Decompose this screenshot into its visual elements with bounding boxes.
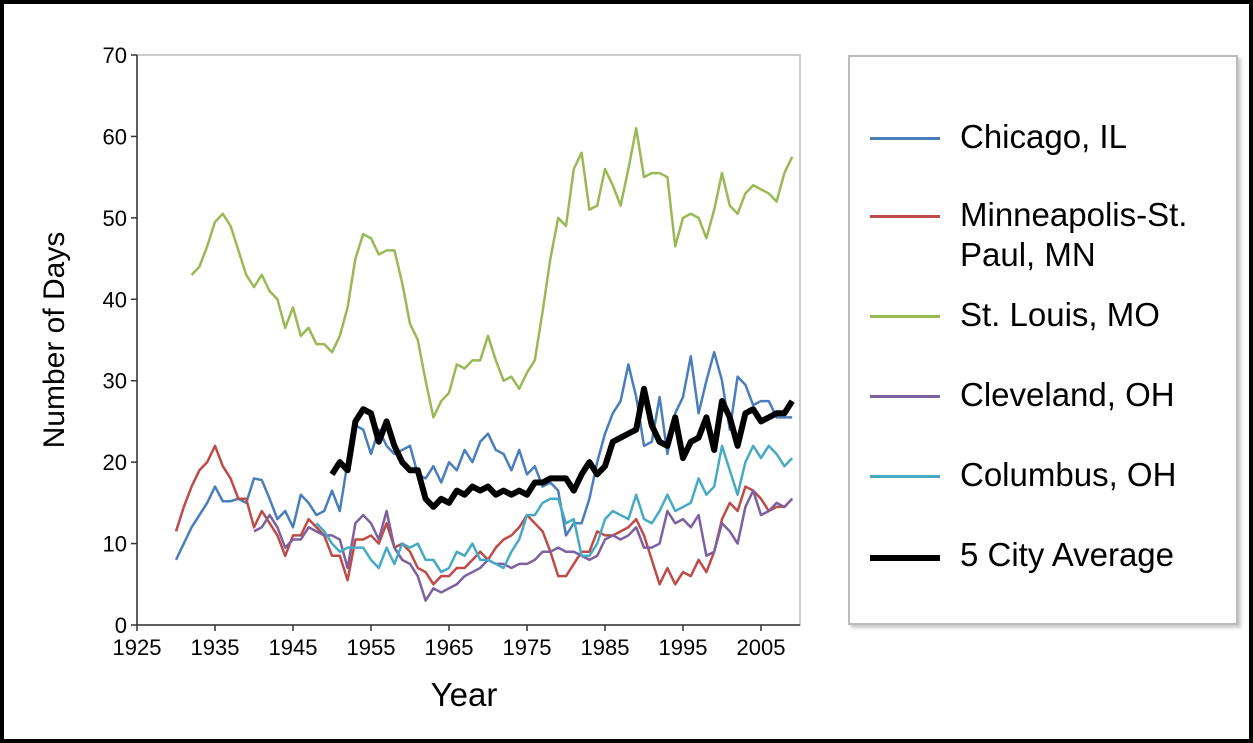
series-line	[174, 350, 793, 561]
legend-swatch	[870, 137, 940, 140]
y-tick-label: 20	[103, 450, 127, 475]
chart: Year Number of Days 0 10 20 30 40 50 60 70 1925 1…	[38, 43, 801, 713]
plot-area	[136, 54, 801, 626]
x-tick-label: 2005	[737, 635, 786, 660]
legend-label: Columbus, OH	[960, 456, 1177, 493]
series-line	[315, 444, 794, 574]
series-line	[174, 444, 794, 586]
legend-swatch	[870, 215, 940, 218]
series-line	[190, 127, 794, 419]
y-tick-label: 10	[103, 532, 127, 557]
y-axis-label: Number of Days	[38, 232, 71, 449]
legend-entry: Minneapolis-St. Paul, MN	[870, 195, 1230, 275]
y-tick-label: 30	[103, 369, 127, 394]
legend-label: Minneapolis-St. Paul, MN	[960, 196, 1188, 273]
y-tick-label: 40	[103, 287, 127, 312]
legend-swatch	[870, 555, 940, 561]
legend-label: Cleveland, OH	[960, 376, 1175, 413]
legend-entry: St. Louis, MO	[870, 295, 1230, 335]
legend-swatch	[870, 395, 940, 398]
x-tick-label: 1955	[347, 635, 396, 660]
legend: Chicago, IL Minneapolis-St. Paul, MN St. L…	[848, 55, 1238, 625]
legend-swatch	[870, 315, 940, 318]
y-tick-label: 60	[103, 124, 127, 149]
x-axis-label: Year	[431, 676, 498, 713]
y-tick-label: 0	[115, 613, 127, 638]
y-tick-label: 70	[103, 43, 127, 68]
legend-entry: Chicago, IL	[870, 117, 1230, 157]
x-tick-label: 1995	[659, 635, 708, 660]
x-tick-label: 1975	[503, 635, 552, 660]
legend-entry: Columbus, OH	[870, 455, 1230, 495]
legend-label: 5 City Average	[960, 536, 1175, 573]
legend-entry: Cleveland, OH	[870, 375, 1230, 415]
x-tick-label: 1985	[581, 635, 630, 660]
series-line	[253, 489, 794, 602]
x-tick-label: 1945	[269, 635, 318, 660]
legend-swatch	[870, 475, 940, 478]
x-tick-label: 1965	[425, 635, 474, 660]
legend-label: Chicago, IL	[960, 118, 1127, 155]
legend-entry: 5 City Average	[870, 535, 1230, 575]
legend-label: St. Louis, MO	[960, 296, 1160, 333]
x-tick-label: 1925	[113, 635, 162, 660]
y-tick-label: 50	[103, 206, 127, 231]
x-tick-label: 1935	[191, 635, 240, 660]
series-line	[329, 385, 795, 510]
